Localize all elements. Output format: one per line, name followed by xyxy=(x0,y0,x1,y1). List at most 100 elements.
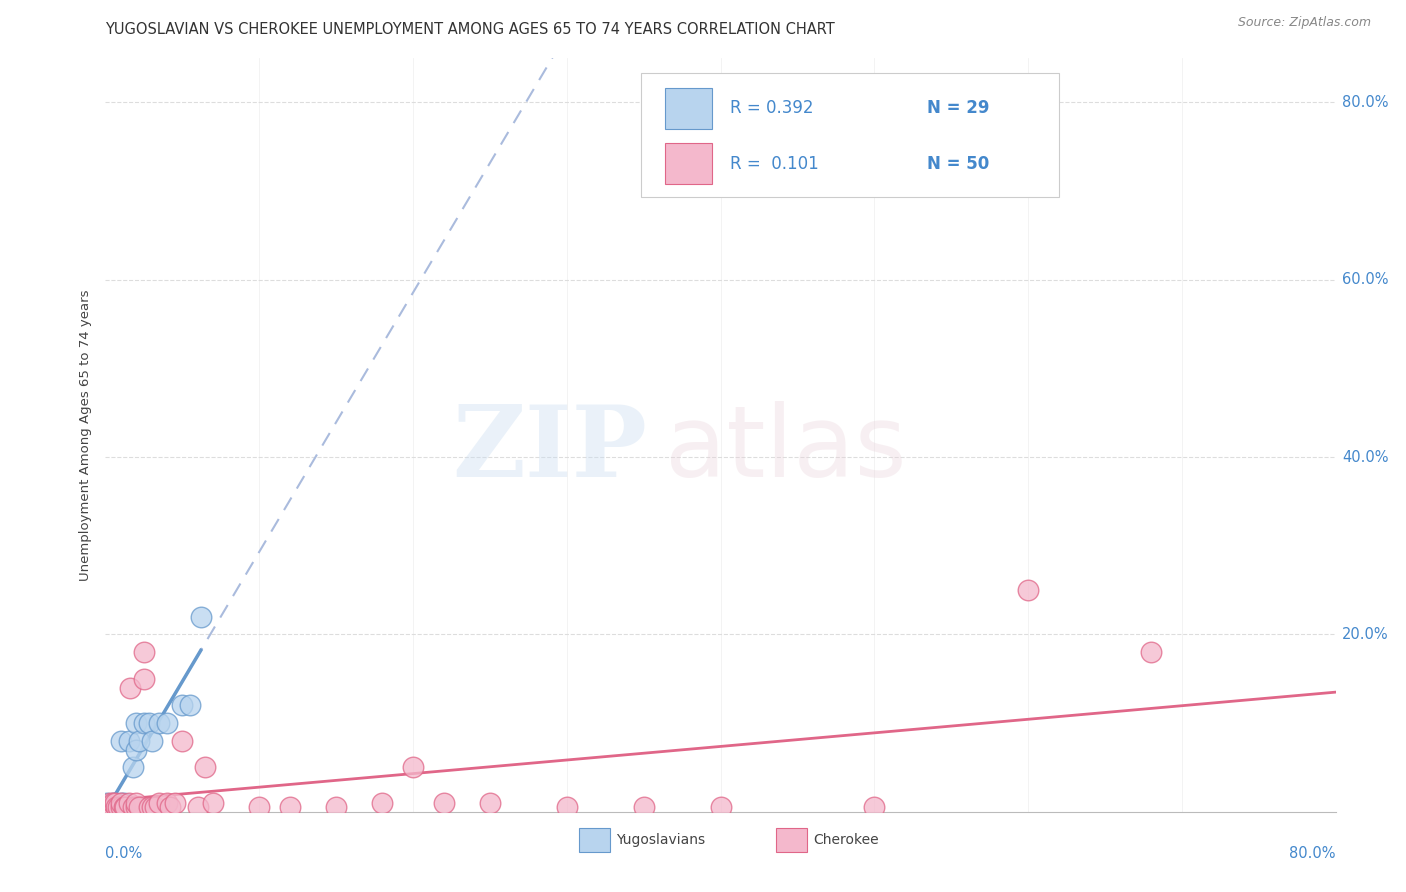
Point xyxy=(125,800,148,814)
Point xyxy=(120,681,141,695)
Point xyxy=(101,800,124,814)
Point xyxy=(172,733,194,747)
Point xyxy=(202,796,225,810)
Point xyxy=(402,760,425,774)
Point xyxy=(1017,582,1039,597)
Point xyxy=(100,800,122,814)
Point xyxy=(148,796,170,810)
Point xyxy=(101,796,124,810)
Point xyxy=(122,800,145,814)
Point xyxy=(141,800,163,814)
Point xyxy=(148,716,170,731)
Point xyxy=(101,800,124,814)
Point xyxy=(1140,645,1163,659)
Text: Source: ZipAtlas.com: Source: ZipAtlas.com xyxy=(1237,16,1371,29)
Point xyxy=(107,800,129,814)
Text: Yugoslavians: Yugoslavians xyxy=(616,833,706,847)
Y-axis label: Unemployment Among Ages 65 to 74 years: Unemployment Among Ages 65 to 74 years xyxy=(79,289,93,581)
Text: R = 0.392: R = 0.392 xyxy=(731,100,814,118)
Point xyxy=(101,796,124,810)
Point xyxy=(163,796,186,810)
Point xyxy=(187,800,209,814)
Point xyxy=(863,800,886,814)
Point xyxy=(97,800,120,814)
Point xyxy=(112,800,135,814)
Text: 40.0%: 40.0% xyxy=(1341,450,1388,465)
Point xyxy=(96,800,118,814)
Point xyxy=(98,797,121,812)
Point xyxy=(132,716,155,731)
Point xyxy=(110,800,132,814)
Point xyxy=(141,733,163,747)
Point xyxy=(117,796,139,810)
Text: 60.0%: 60.0% xyxy=(1341,272,1388,287)
Point xyxy=(478,796,501,810)
Point xyxy=(108,800,131,814)
Text: 0.0%: 0.0% xyxy=(105,846,142,861)
Point xyxy=(128,733,150,747)
Point xyxy=(633,800,655,814)
Point xyxy=(100,800,122,814)
Point xyxy=(96,796,118,810)
Point xyxy=(97,800,120,814)
Point xyxy=(97,797,120,812)
Point xyxy=(128,800,150,814)
Text: N = 29: N = 29 xyxy=(928,100,990,118)
Point xyxy=(110,733,132,747)
Point xyxy=(117,733,139,747)
Point xyxy=(112,796,135,810)
Point xyxy=(194,760,217,774)
Point xyxy=(278,800,301,814)
Point xyxy=(98,800,121,814)
Point xyxy=(555,800,578,814)
Text: R =  0.101: R = 0.101 xyxy=(731,154,820,172)
Point xyxy=(156,716,179,731)
Point xyxy=(122,760,145,774)
Text: N = 50: N = 50 xyxy=(928,154,990,172)
FancyBboxPatch shape xyxy=(776,829,807,853)
Text: 80.0%: 80.0% xyxy=(1341,95,1388,110)
Point xyxy=(125,716,148,731)
Point xyxy=(100,800,122,814)
Point xyxy=(143,800,166,814)
Point xyxy=(138,800,160,814)
Point xyxy=(114,800,136,814)
Point xyxy=(104,796,127,810)
FancyBboxPatch shape xyxy=(579,829,610,853)
Point xyxy=(96,800,118,814)
Point xyxy=(105,800,128,814)
Point xyxy=(97,800,120,814)
FancyBboxPatch shape xyxy=(641,73,1059,197)
Text: YUGOSLAVIAN VS CHEROKEE UNEMPLOYMENT AMONG AGES 65 TO 74 YEARS CORRELATION CHART: YUGOSLAVIAN VS CHEROKEE UNEMPLOYMENT AMO… xyxy=(105,22,835,37)
Point xyxy=(104,796,127,810)
Point xyxy=(159,800,181,814)
Point xyxy=(247,800,270,814)
Text: ZIP: ZIP xyxy=(451,401,647,499)
Point xyxy=(132,672,155,686)
Point xyxy=(710,800,733,814)
Text: 20.0%: 20.0% xyxy=(1341,627,1389,642)
Point xyxy=(179,698,201,713)
Text: atlas: atlas xyxy=(665,401,907,499)
Point xyxy=(96,800,118,814)
Point xyxy=(96,800,118,814)
Point xyxy=(190,609,212,624)
Text: 80.0%: 80.0% xyxy=(1289,846,1336,861)
Point xyxy=(110,796,132,810)
Point xyxy=(125,796,148,810)
Point xyxy=(156,796,179,810)
Point xyxy=(110,796,132,810)
Point xyxy=(132,645,155,659)
Point xyxy=(433,796,456,810)
Point xyxy=(172,698,194,713)
FancyBboxPatch shape xyxy=(665,143,711,185)
Point xyxy=(107,800,129,814)
Point xyxy=(105,800,128,814)
Text: Cherokee: Cherokee xyxy=(813,833,879,847)
Point xyxy=(371,796,394,810)
FancyBboxPatch shape xyxy=(665,87,711,129)
Point xyxy=(125,742,148,756)
Point xyxy=(98,796,121,810)
Point xyxy=(325,800,347,814)
Point xyxy=(138,716,160,731)
